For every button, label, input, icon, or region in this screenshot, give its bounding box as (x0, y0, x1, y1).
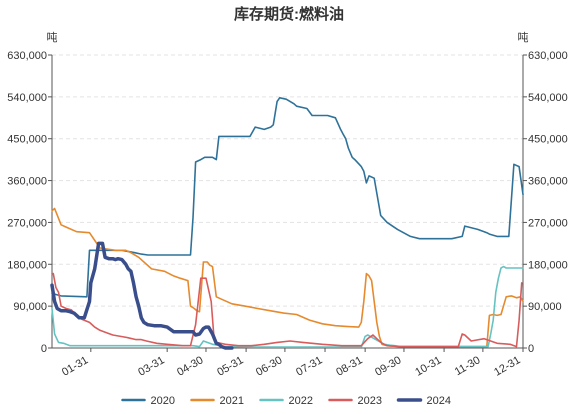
series-line-2021 (51, 207, 524, 348)
series-lines (50, 97, 524, 350)
y-tick-label-left: 270,000 (7, 217, 47, 229)
legend-item-2021[interactable]: 2021 (190, 395, 244, 407)
x-tick-label: 09-30 (373, 354, 403, 378)
y-axis-label-right: 吨 (518, 31, 529, 44)
y-tick-label-left: 630,000 (7, 50, 47, 62)
y-axis-label-left: 吨 (47, 31, 58, 44)
legend-label: 2022 (289, 395, 313, 407)
grid-lines (52, 54, 523, 307)
y-tick-label-left: 360,000 (7, 176, 47, 188)
legend-item-2020[interactable]: 2020 (121, 395, 175, 407)
y-tick-label-left: 0 (41, 343, 47, 355)
x-tick-label: 07-31 (294, 354, 324, 378)
y-tick-label-right: 0 (528, 343, 534, 355)
series-line-2023 (51, 272, 523, 348)
x-tick-label: 10-31 (413, 354, 443, 378)
y-tick-label-left: 450,000 (7, 134, 47, 146)
y-tick-label-right: 90,000 (528, 301, 562, 313)
series-line-2022 (51, 265, 524, 348)
x-tick-label: 12-31 (492, 354, 522, 378)
y-tick-label-right: 540,000 (528, 92, 568, 104)
legend-item-2024[interactable]: 2024 (396, 395, 451, 407)
x-tick-label: 08-31 (334, 354, 364, 378)
legend-item-2022[interactable]: 2022 (259, 395, 313, 407)
x-tick-label: 03-31 (136, 354, 166, 378)
legend-item-2023[interactable]: 2023 (328, 395, 382, 407)
series-line-2024 (50, 241, 234, 350)
legend-label: 2021 (220, 395, 244, 407)
y-tick-label-right: 360,000 (528, 176, 568, 188)
y-tick-label-left: 90,000 (13, 301, 47, 313)
x-tick-label: 06-30 (254, 354, 284, 378)
legend-label: 2020 (151, 395, 175, 407)
y-tick-label-right: 630,000 (528, 50, 568, 62)
x-tick-label: 11-30 (453, 354, 483, 378)
chart-title: 库存期货:燃料油 (234, 5, 344, 23)
legend-label: 2023 (358, 395, 382, 407)
x-tick-label: 01-31 (60, 354, 90, 378)
legend-label: 2024 (427, 395, 451, 407)
x-tick-label: 04-30 (175, 354, 205, 378)
series-line-2020 (51, 97, 524, 298)
y-tick-label-left: 180,000 (7, 259, 47, 271)
y-tick-label-left: 540,000 (7, 92, 47, 104)
x-tick-label: 05-31 (215, 354, 245, 378)
y-tick-label-right: 180,000 (528, 259, 568, 271)
legend[interactable]: 2020 2021 2022 2023 2024 (121, 395, 451, 407)
y-tick-label-right: 450,000 (528, 134, 568, 146)
y-tick-label-right: 270,000 (528, 217, 568, 229)
